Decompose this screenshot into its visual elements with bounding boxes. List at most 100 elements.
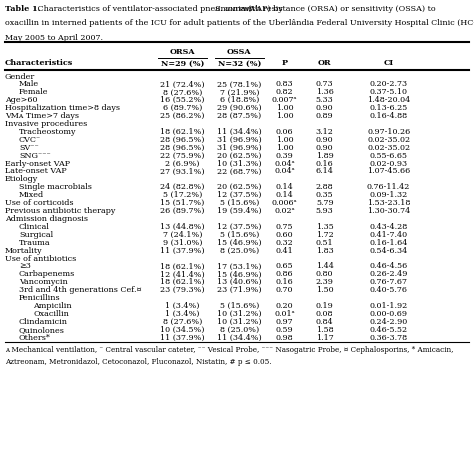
Text: 0.04ᵃ: 0.04ᵃ bbox=[274, 160, 295, 168]
Text: Aztreonam, Metronidazol, Cetoconazol, Fluconazol, Nistatin, # p ≤ 0.05.: Aztreonam, Metronidazol, Cetoconazol, Fl… bbox=[5, 357, 271, 365]
Text: 0.76-7.67: 0.76-7.67 bbox=[370, 278, 408, 286]
Text: 5 (15.6%): 5 (15.6%) bbox=[219, 199, 259, 207]
Text: 28 (87.5%): 28 (87.5%) bbox=[217, 112, 262, 120]
Text: Female: Female bbox=[19, 89, 48, 97]
Text: 10 (34.5%): 10 (34.5%) bbox=[160, 326, 205, 334]
Text: 0.86: 0.86 bbox=[275, 270, 293, 278]
Text: 24 (82.8%): 24 (82.8%) bbox=[160, 183, 205, 191]
Text: 0.51: 0.51 bbox=[316, 239, 334, 247]
Text: Clinical: Clinical bbox=[19, 223, 50, 231]
Text: 0.76-11.42: 0.76-11.42 bbox=[367, 183, 410, 191]
Text: 0.35: 0.35 bbox=[316, 191, 334, 199]
Text: with resistance (ORSA) or sensitivity (OSSA) to: with resistance (ORSA) or sensitivity (O… bbox=[240, 5, 436, 13]
Text: 15 (46.9%): 15 (46.9%) bbox=[217, 239, 262, 247]
Text: 0.84: 0.84 bbox=[316, 318, 334, 326]
Text: 0.20: 0.20 bbox=[275, 302, 293, 310]
Text: 12 (37.5%): 12 (37.5%) bbox=[217, 191, 262, 199]
Text: 18 (62.1%): 18 (62.1%) bbox=[160, 278, 205, 286]
Text: 0.006ᵃ: 0.006ᵃ bbox=[272, 199, 297, 207]
Text: 0.97: 0.97 bbox=[275, 318, 293, 326]
Text: May 2005 to April 2007.: May 2005 to April 2007. bbox=[5, 34, 103, 42]
Text: 13 (40.6%): 13 (40.6%) bbox=[217, 278, 262, 286]
Text: 1.36: 1.36 bbox=[316, 89, 334, 97]
Text: 17 (53.1%): 17 (53.1%) bbox=[217, 262, 262, 270]
Text: 1.17: 1.17 bbox=[316, 333, 334, 341]
Text: 2.88: 2.88 bbox=[316, 183, 334, 191]
Text: 0.46-4.56: 0.46-4.56 bbox=[370, 262, 408, 270]
Text: 5.33: 5.33 bbox=[316, 96, 334, 104]
Text: 0.00-0.69: 0.00-0.69 bbox=[370, 310, 408, 318]
Text: 2 (6.9%): 2 (6.9%) bbox=[165, 160, 200, 168]
Text: 15 (51.7%): 15 (51.7%) bbox=[160, 199, 205, 207]
Text: 0.70: 0.70 bbox=[276, 286, 293, 294]
Text: Characteristics of ventilator-associated pneumonia (VAP) by: Characteristics of ventilator-associated… bbox=[35, 5, 285, 13]
Text: 0.24-2.90: 0.24-2.90 bbox=[370, 318, 408, 326]
Text: 1.50: 1.50 bbox=[316, 286, 334, 294]
Text: 0.43-4.28: 0.43-4.28 bbox=[370, 223, 408, 231]
Text: S. aureus: S. aureus bbox=[215, 5, 253, 13]
Text: 0.82: 0.82 bbox=[275, 89, 293, 97]
Text: 0.73: 0.73 bbox=[316, 81, 334, 89]
Text: Vancomycin: Vancomycin bbox=[19, 278, 68, 286]
Text: 26 (89.7%): 26 (89.7%) bbox=[160, 207, 205, 215]
Text: 11 (34.4%): 11 (34.4%) bbox=[217, 128, 262, 136]
Text: 1 (3.4%): 1 (3.4%) bbox=[165, 302, 200, 310]
Text: Mixed: Mixed bbox=[19, 191, 44, 199]
Text: Table 1.: Table 1. bbox=[5, 5, 40, 13]
Text: N=32 (%): N=32 (%) bbox=[218, 59, 261, 67]
Text: 1 (3.4%): 1 (3.4%) bbox=[165, 310, 200, 318]
Text: OR: OR bbox=[318, 59, 331, 67]
Text: 0.89: 0.89 bbox=[316, 112, 334, 120]
Text: 8 (25.0%): 8 (25.0%) bbox=[220, 326, 259, 334]
Text: 0.16-1.64: 0.16-1.64 bbox=[370, 239, 408, 247]
Text: 0.14: 0.14 bbox=[275, 191, 293, 199]
Text: 0.14: 0.14 bbox=[275, 183, 293, 191]
Text: P: P bbox=[282, 59, 287, 67]
Text: Clindamicin: Clindamicin bbox=[19, 318, 68, 326]
Text: 1.00: 1.00 bbox=[275, 104, 293, 112]
Text: 16 (55.2%): 16 (55.2%) bbox=[160, 96, 205, 104]
Text: 8 (27.6%): 8 (27.6%) bbox=[163, 318, 202, 326]
Text: 2.39: 2.39 bbox=[316, 278, 334, 286]
Text: 11 (37.9%): 11 (37.9%) bbox=[160, 247, 205, 255]
Text: Invasive procedures: Invasive procedures bbox=[5, 120, 87, 128]
Text: 1.00: 1.00 bbox=[275, 112, 293, 120]
Text: 0.41-7.40: 0.41-7.40 bbox=[370, 231, 408, 239]
Text: 5 (15.6%): 5 (15.6%) bbox=[219, 302, 259, 310]
Text: 20 (62.5%): 20 (62.5%) bbox=[217, 152, 262, 160]
Text: 0.40-5.76: 0.40-5.76 bbox=[370, 286, 408, 294]
Text: VMᴀ Time>7 days: VMᴀ Time>7 days bbox=[5, 112, 79, 120]
Text: 27 (93.1%): 27 (93.1%) bbox=[160, 168, 205, 176]
Text: 25 (78.1%): 25 (78.1%) bbox=[217, 81, 262, 89]
Text: Male: Male bbox=[19, 81, 39, 89]
Text: 7 (21.9%): 7 (21.9%) bbox=[219, 89, 259, 97]
Text: oxacillin in interned patients of the ICU for adult patients of the Uberlândia F: oxacillin in interned patients of the IC… bbox=[5, 19, 474, 27]
Text: 25 (86.2%): 25 (86.2%) bbox=[160, 112, 205, 120]
Text: Quinolones: Quinolones bbox=[19, 326, 65, 334]
Text: Carbapenems: Carbapenems bbox=[19, 270, 75, 278]
Text: 0.90: 0.90 bbox=[316, 104, 334, 112]
Text: 12 (37.5%): 12 (37.5%) bbox=[217, 223, 262, 231]
Text: 0.90: 0.90 bbox=[316, 136, 334, 144]
Text: 12 (41.4%): 12 (41.4%) bbox=[160, 270, 205, 278]
Text: 6 (89.7%): 6 (89.7%) bbox=[163, 104, 202, 112]
Text: 0.08: 0.08 bbox=[316, 310, 333, 318]
Text: 0.16-4.88: 0.16-4.88 bbox=[370, 112, 408, 120]
Text: 0.01ᵃ: 0.01ᵃ bbox=[274, 310, 295, 318]
Text: SNG⁻⁻⁻: SNG⁻⁻⁻ bbox=[19, 152, 51, 160]
Text: 13 (44.8%): 13 (44.8%) bbox=[160, 223, 205, 231]
Text: Penicillins: Penicillins bbox=[19, 294, 61, 302]
Text: 18 (62.1%): 18 (62.1%) bbox=[160, 262, 205, 270]
Text: 15 (46.9%): 15 (46.9%) bbox=[217, 270, 262, 278]
Text: 0.13-6.25: 0.13-6.25 bbox=[370, 104, 408, 112]
Text: 5.93: 5.93 bbox=[316, 207, 334, 215]
Text: 1.58: 1.58 bbox=[316, 326, 334, 334]
Text: 0.59: 0.59 bbox=[275, 326, 293, 334]
Text: 1.30-30.74: 1.30-30.74 bbox=[367, 207, 410, 215]
Text: 3.12: 3.12 bbox=[316, 128, 334, 136]
Text: Mortality: Mortality bbox=[5, 247, 42, 255]
Text: 1.00: 1.00 bbox=[275, 136, 293, 144]
Text: 1.35: 1.35 bbox=[316, 223, 334, 231]
Text: 5 (17.2%): 5 (17.2%) bbox=[163, 191, 202, 199]
Text: 1.44: 1.44 bbox=[316, 262, 334, 270]
